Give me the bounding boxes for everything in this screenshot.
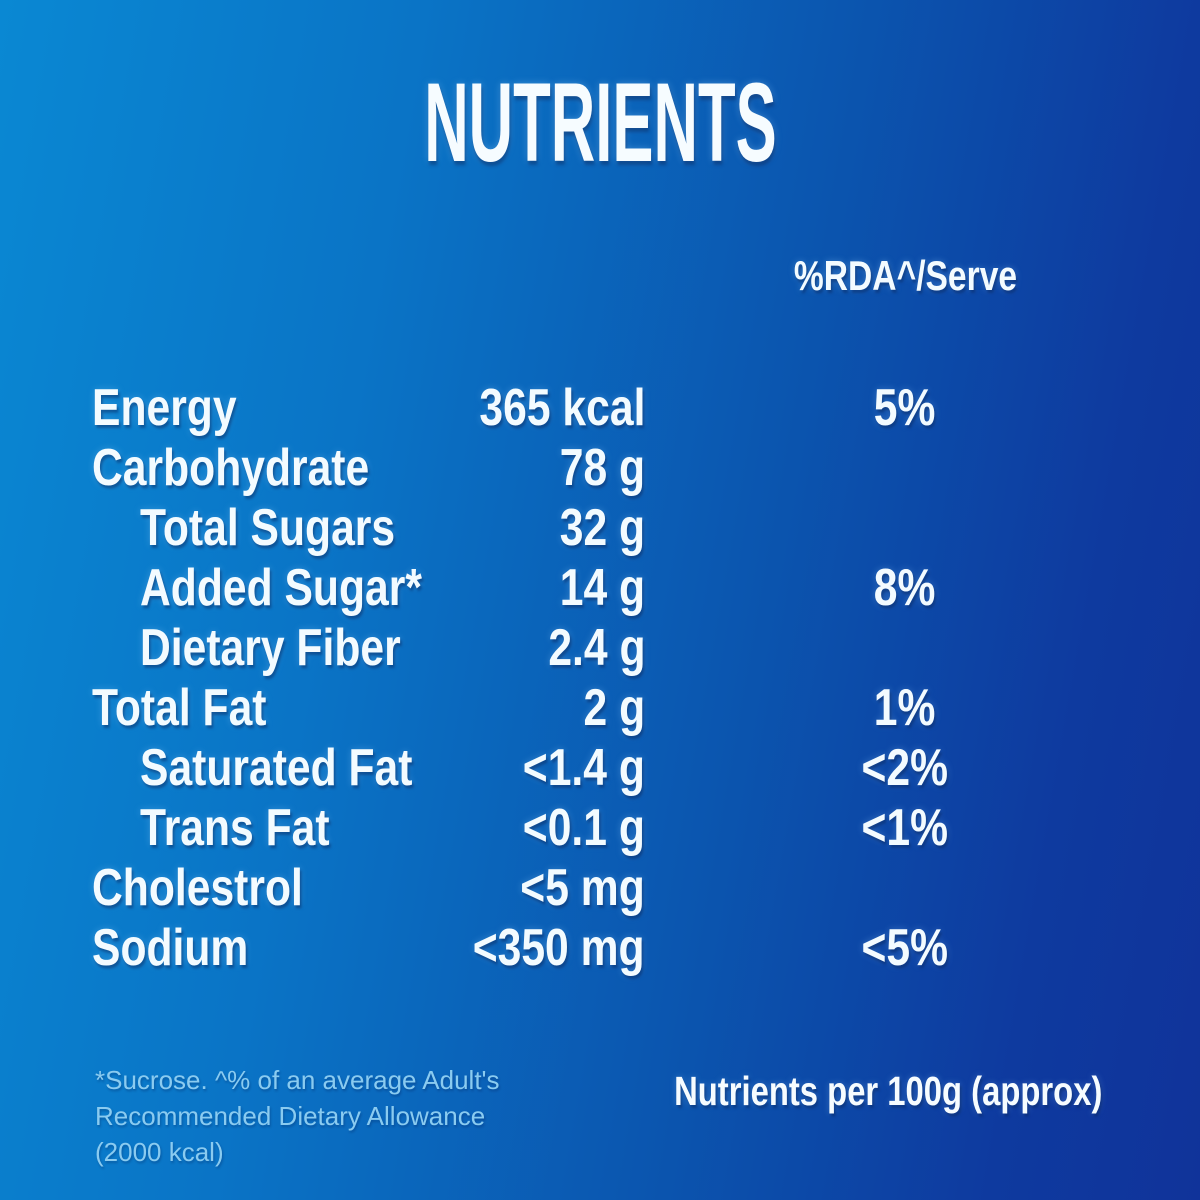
nutrient-label-text: Cholestrol <box>92 859 303 917</box>
row-dietary-fiber: Dietary Fiber 2.4 g <box>92 618 1165 678</box>
nutrients-table: Energy 365 kcal 5% Carbohydrate 78 g Tot… <box>92 378 1165 978</box>
nutrient-label: Energy <box>92 378 412 438</box>
nutrient-value: 2 g <box>412 678 645 738</box>
nutrient-label: Trans Fat <box>92 798 412 858</box>
nutrient-label-text: Carbohydrate <box>92 439 370 497</box>
row-total-sugars: Total Sugars 32 g <box>92 498 1165 558</box>
row-energy: Energy 365 kcal 5% <box>92 378 1165 438</box>
row-added-sugar: Added Sugar* 14 g 8% <box>92 558 1165 618</box>
nutrient-rda: <2% <box>645 738 1165 798</box>
row-trans-fat: Trans Fat <0.1 g <1% <box>92 798 1165 858</box>
rda-column-header: %RDA^/Serve <box>645 252 1165 300</box>
nutrient-label-text: Added Sugar* <box>140 559 422 617</box>
nutrient-value-text: 2.4 g <box>547 619 645 677</box>
sucrose-rda-footnote: *Sucrose. ^% of an average Adult's Recom… <box>95 1065 500 1167</box>
nutrient-value-text: <1.4 g <box>522 739 645 797</box>
nutrient-value-text: 2 g <box>583 679 645 737</box>
nutrient-label-text: Trans Fat <box>140 799 330 857</box>
nutrient-value-text: <350 mg <box>473 919 645 977</box>
nutrient-value-text: 14 g <box>559 559 645 617</box>
nutrient-value: 365 kcal <box>412 378 645 438</box>
nutrient-value: 78 g <box>412 438 645 498</box>
nutrient-value: 32 g <box>412 498 645 558</box>
nutrient-rda-text: <2% <box>861 739 949 797</box>
nutrient-rda-text: <1% <box>861 799 949 857</box>
nutrient-rda-text: 1% <box>874 679 936 737</box>
nutrient-label-text: Saturated Fat <box>140 739 413 797</box>
nutrient-label: Added Sugar* <box>92 558 422 618</box>
nutrient-rda: <5% <box>645 918 1165 978</box>
nutrient-value-text: <0.1 g <box>522 799 645 857</box>
nutrient-label-text: Total Fat <box>92 679 267 737</box>
row-total-fat: Total Fat 2 g 1% <box>92 678 1165 738</box>
nutrient-rda-text: 8% <box>874 559 936 617</box>
row-sodium: Sodium <350 mg <5% <box>92 918 1165 978</box>
nutrient-value: 2.4 g <box>412 618 645 678</box>
nutrient-label: Total Sugars <box>92 498 412 558</box>
per-100g-note: Nutrients per 100g (approx) <box>567 1068 1102 1115</box>
nutrient-label: Carbohydrate <box>92 438 412 498</box>
nutrient-label-text: Energy <box>92 379 237 437</box>
rda-column-header-text: %RDA^/Serve <box>793 252 1017 299</box>
nutrient-value: <350 mg <box>412 918 645 978</box>
nutrient-rda: 8% <box>645 558 1165 618</box>
row-saturated-fat: Saturated Fat <1.4 g <2% <box>92 738 1165 798</box>
nutrient-label: Cholestrol <box>92 858 412 918</box>
nutrient-value-text: 78 g <box>559 439 645 497</box>
row-carbohydrate: Carbohydrate 78 g <box>92 438 1165 498</box>
nutrient-value: <0.1 g <box>412 798 645 858</box>
nutrient-rda: 1% <box>645 678 1165 738</box>
nutrient-label: Total Fat <box>92 678 412 738</box>
nutrient-rda <box>645 858 1165 918</box>
row-cholestrol: Cholestrol <5 mg <box>92 858 1165 918</box>
nutrient-label: Sodium <box>92 918 412 978</box>
nutrient-value-text: 365 kcal <box>479 379 645 437</box>
page-title-text: NUTRIENTS <box>423 60 777 185</box>
nutrient-rda: <1% <box>645 798 1165 858</box>
nutrient-rda-text: <5% <box>861 919 949 977</box>
nutrient-rda: 5% <box>645 378 1165 438</box>
nutrient-rda <box>645 498 1165 558</box>
nutrient-label: Dietary Fiber <box>92 618 412 678</box>
per-100g-note-text: Nutrients per 100g (approx) <box>673 1068 1102 1114</box>
nutrient-label-text: Sodium <box>92 919 249 977</box>
nutrient-label: Saturated Fat <box>92 738 412 798</box>
nutrient-label-text: Total Sugars <box>140 499 396 557</box>
nutrient-value: 14 g <box>412 558 645 618</box>
nutrient-value-text: <5 mg <box>520 859 645 917</box>
nutrient-rda <box>645 438 1165 498</box>
nutrient-value: <5 mg <box>412 858 645 918</box>
nutrient-value-text: 32 g <box>559 499 645 557</box>
page-title: NUTRIENTS <box>0 58 1200 187</box>
nutrient-label-text: Dietary Fiber <box>140 619 401 677</box>
nutrient-rda-text: 5% <box>874 379 936 437</box>
nutrient-rda <box>645 618 1165 678</box>
nutrient-value: <1.4 g <box>412 738 645 798</box>
